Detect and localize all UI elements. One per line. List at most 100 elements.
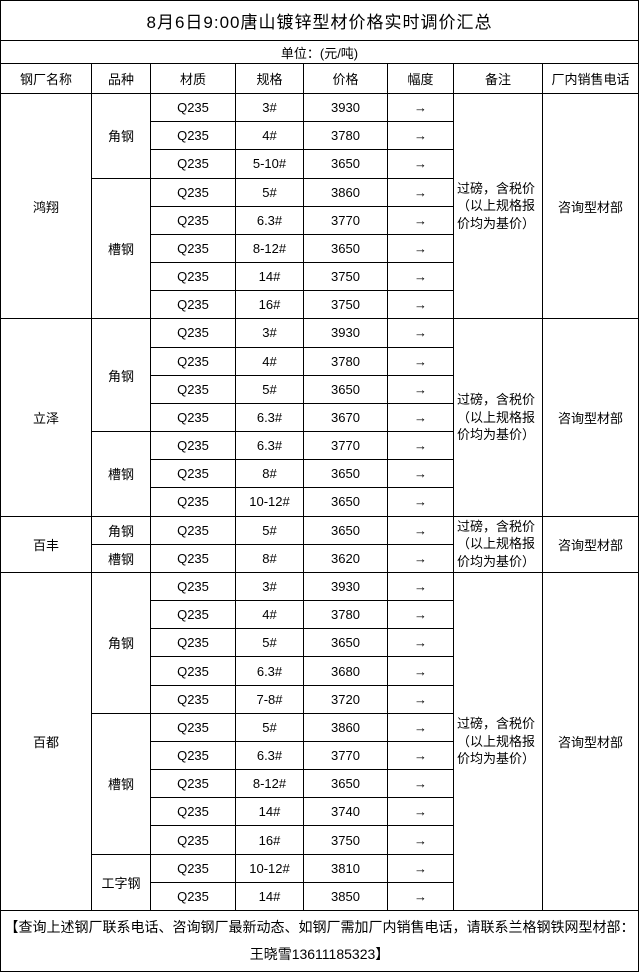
material-cell: Q235: [150, 149, 236, 179]
change-arrow-icon: →: [387, 233, 454, 264]
change-arrow-icon: →: [387, 853, 454, 883]
change-arrow-icon: →: [387, 881, 454, 912]
change-arrow-icon: →: [387, 121, 454, 151]
change-arrow-icon: →: [387, 262, 454, 292]
page-title: 8月6日9:00唐山镀锌型材价格实时调价汇总: [0, 0, 639, 41]
spec-cell: 14#: [235, 262, 304, 292]
material-cell: Q235: [150, 374, 236, 404]
price-row: Q235 5# 3650 →: [1, 374, 639, 404]
material-cell: Q235: [150, 712, 236, 742]
phone-cell: 咨询型材部: [542, 318, 639, 517]
price-row: Q235 6.3# 3770 →: [1, 740, 639, 771]
material-cell: Q235: [150, 487, 236, 517]
price-cell: 3780: [303, 121, 388, 151]
price-cell: 3670: [303, 402, 388, 433]
price-cell: 3750: [303, 290, 388, 320]
price-cell: 3860: [303, 712, 388, 742]
change-arrow-icon: →: [387, 684, 454, 714]
spec-cell: 3#: [235, 92, 304, 123]
price-cell: 3650: [303, 233, 388, 264]
phone-cell: 咨询型材部: [542, 515, 639, 573]
col-header-spec: 规格: [235, 63, 304, 94]
price-row: Q235 16# 3750 →: [1, 290, 639, 320]
spec-cell: 6.3#: [235, 656, 304, 686]
change-arrow-icon: →: [387, 402, 454, 433]
change-arrow-icon: →: [387, 205, 454, 235]
phone-cell: 咨询型材部: [542, 92, 639, 320]
price-cell: 3860: [303, 177, 388, 207]
spec-cell: 8-12#: [235, 233, 304, 264]
spec-cell: 6.3#: [235, 740, 304, 771]
col-header-mill: 钢厂名称: [0, 63, 92, 94]
price-table-body: 鸿翔 角钢 Q235 3# 3930 → 过磅，含税价（以上规格报价均为基价） 咨询型材部 Q2…: [0, 92, 639, 912]
col-header-change: 幅度: [387, 63, 454, 94]
spec-cell: 7-8#: [235, 684, 304, 714]
variety-cell: 槽钢: [91, 712, 151, 855]
price-cell: 3650: [303, 628, 388, 658]
price-cell: 3770: [303, 740, 388, 771]
spec-cell: 5-10#: [235, 149, 304, 179]
material-cell: Q235: [150, 600, 236, 630]
variety-cell: 角钢: [91, 318, 151, 433]
footer-contact-note: 【查询上述钢厂联系电话、咨询钢厂最新动态、如钢厂需加厂内销售电话，请联系兰格钢铁…: [0, 910, 639, 972]
change-arrow-icon: →: [387, 374, 454, 404]
change-arrow-icon: →: [387, 712, 454, 742]
spec-cell: 4#: [235, 600, 304, 630]
material-cell: Q235: [150, 346, 236, 376]
material-cell: Q235: [150, 571, 236, 602]
change-arrow-icon: →: [387, 769, 454, 799]
mill-name-cell: 百丰: [0, 515, 92, 573]
material-cell: Q235: [150, 431, 236, 461]
mill-name-cell: 鸿翔: [0, 92, 92, 320]
price-row: 百丰 角钢 Q235 5# 3650 → 过磅，含税价（以上规格报价均为基价） 咨询型材部: [0, 515, 639, 573]
col-header-phone: 厂内销售电话: [542, 63, 639, 94]
price-row: 鸿翔 角钢 Q235 3# 3930 → 过磅，含税价（以上规格报价均为基价） 咨询型材部: [0, 92, 639, 320]
mill-name-cell: 立泽: [0, 318, 92, 517]
price-row: Q235 6.3# 3680 →: [1, 656, 639, 686]
spec-cell: 8#: [235, 543, 304, 573]
price-cell: 3770: [303, 431, 388, 461]
price-cell: 3930: [303, 92, 388, 123]
material-cell: Q235: [150, 684, 236, 714]
material-cell: Q235: [150, 628, 236, 658]
change-arrow-icon: →: [387, 628, 454, 658]
spec-cell: 5#: [235, 628, 304, 658]
variety-cell: 槽钢: [91, 177, 151, 320]
col-header-variety: 品种: [91, 63, 151, 94]
price-cell: 3650: [303, 769, 388, 799]
material-cell: Q235: [150, 853, 236, 883]
material-cell: Q235: [150, 740, 236, 771]
price-row: Q235 8# 3650 →: [1, 459, 639, 489]
spec-cell: 3#: [235, 571, 304, 602]
title-row: 8月6日9:00唐山镀锌型材价格实时调价汇总: [0, 0, 639, 41]
price-cell: 3650: [303, 487, 388, 517]
price-cell: 3930: [303, 318, 388, 348]
price-row: 槽钢 Q235 5# 3860 →: [1, 177, 639, 320]
note-cell: 过磅，含税价（以上规格报价均为基价）: [453, 515, 543, 573]
change-arrow-icon: →: [387, 825, 454, 855]
price-cell: 3720: [303, 684, 388, 714]
spec-cell: 10-12#: [235, 853, 304, 883]
spec-cell: 8-12#: [235, 769, 304, 799]
price-cell: 3750: [303, 262, 388, 292]
note-cell: 过磅，含税价（以上规格报价均为基价）: [453, 571, 543, 912]
material-cell: Q235: [150, 543, 236, 573]
material-cell: Q235: [150, 233, 236, 264]
change-arrow-icon: →: [387, 346, 454, 376]
price-row: Q235 7-8# 3720 →: [1, 684, 639, 714]
spec-cell: 6.3#: [235, 205, 304, 235]
price-row: Q235 16# 3750 →: [1, 825, 639, 855]
variety-cell: 工字钢: [91, 853, 151, 912]
spec-cell: 4#: [235, 121, 304, 151]
change-arrow-icon: →: [387, 656, 454, 686]
change-arrow-icon: →: [387, 797, 454, 827]
price-row: Q235 5# 3650 →: [1, 628, 639, 658]
price-row: 槽钢 Q235 8# 3620 →: [1, 543, 639, 573]
note-cell: 过磅，含税价（以上规格报价均为基价）: [453, 92, 543, 320]
price-cell: 3930: [303, 571, 388, 602]
change-arrow-icon: →: [387, 177, 454, 207]
material-cell: Q235: [150, 515, 236, 545]
variety-cell: 槽钢: [91, 431, 151, 517]
